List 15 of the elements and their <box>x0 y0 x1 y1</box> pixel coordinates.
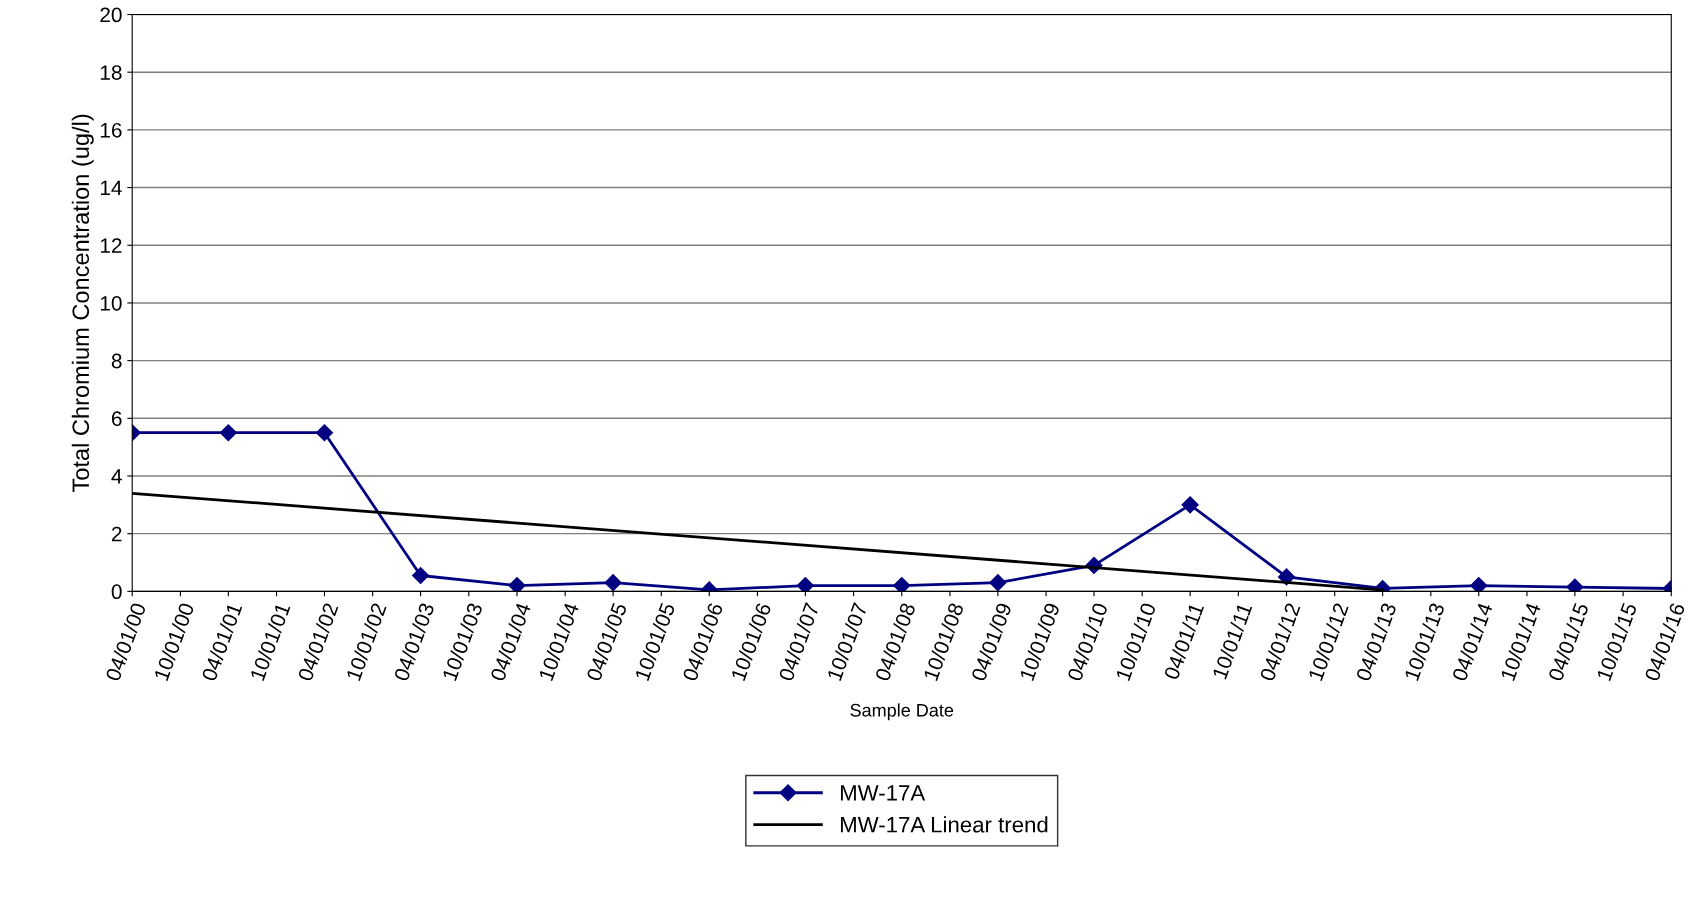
y-tick-label: 6 <box>111 411 122 427</box>
x-axis-title: Sample Date <box>850 703 954 721</box>
y-tick-label: 8 <box>111 353 122 369</box>
y-tick-label: 20 <box>100 7 122 23</box>
y-tick-label: 4 <box>111 469 122 484</box>
legend-label: MW-17A Linear trend <box>841 816 1048 833</box>
y-tick-label: 16 <box>100 122 122 138</box>
y-tick-label: 18 <box>100 65 122 80</box>
y-axis-title: Total Chromium Concentration (ug/l) <box>71 114 94 493</box>
y-tick-label: 10 <box>100 295 122 311</box>
legend-label: MW-17A <box>841 785 926 801</box>
y-tick-label: 12 <box>100 238 122 253</box>
y-tick-label: 0 <box>111 584 122 600</box>
y-tick-label: 2 <box>111 526 122 542</box>
y-tick-label: 14 <box>100 180 122 196</box>
